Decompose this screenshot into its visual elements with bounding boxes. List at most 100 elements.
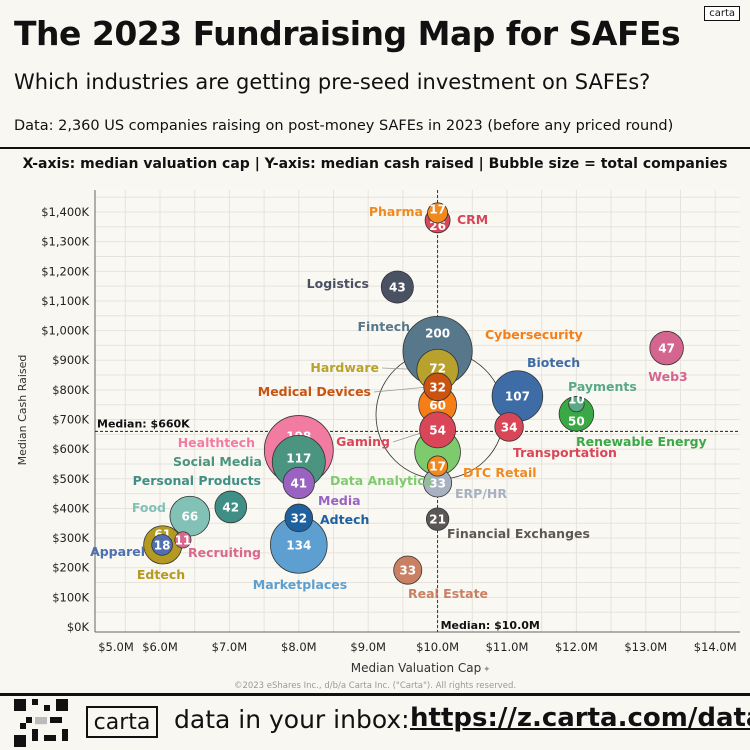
bubble-count: 11 <box>175 533 192 547</box>
y-tick-label: $1,100K <box>41 294 89 308</box>
bubble-label: Personal Products <box>133 473 261 488</box>
bubble-label: Recruiting <box>188 545 261 560</box>
bubble-count: 17 <box>429 202 446 216</box>
bubble <box>174 531 192 549</box>
y-tick-label: $700K <box>52 413 89 427</box>
bubble-label: Cybersecurity <box>485 327 583 342</box>
divider <box>0 147 750 149</box>
x-tick-label: $5.0M <box>98 640 134 654</box>
bubble-label: Social Media <box>173 454 262 469</box>
bubble-label: Biotech <box>527 355 580 370</box>
carta-logo: carta <box>86 706 158 738</box>
bubble-label: Healthtech <box>178 435 255 450</box>
bubble-label: Gaming <box>336 434 390 449</box>
bubble <box>649 330 684 366</box>
bubble-label: Adtech <box>320 512 369 527</box>
bubble <box>427 455 449 477</box>
y-tick-label: $800K <box>52 383 89 397</box>
bubble-labels: Fintech Healthtech Marketplaces Social Medi… <box>90 204 707 601</box>
bubble <box>380 270 414 304</box>
x-tick-label: $7.0M <box>212 640 248 654</box>
bubble-count: 33 <box>399 564 416 578</box>
bubble-count: 32 <box>290 511 307 525</box>
y-axis-label: Median Cash Raised <box>16 355 29 466</box>
bubble-label: Renewable Energy <box>576 434 707 449</box>
bubble <box>151 534 173 556</box>
y-tick-label: $200K <box>52 561 89 575</box>
median-x-label: Median: $10.0M <box>441 619 540 632</box>
bubble-label: Web3 <box>648 369 687 384</box>
pin-icon: ✦ <box>483 665 491 675</box>
bubble-count: 134 <box>286 538 311 552</box>
bubble-count: 117 <box>286 451 311 465</box>
bubble-label: Logistics <box>307 276 369 291</box>
bubble-count: 42 <box>222 500 239 514</box>
x-tick-label: $10.0M <box>416 640 459 654</box>
bubble <box>427 202 449 224</box>
leader-line <box>373 386 429 393</box>
bubble-count: 21 <box>429 513 446 527</box>
bubble-chart: $0K $100K $200K $300K $400K $500K $600K $700K $8… <box>16 190 740 675</box>
bubble-label: Media <box>318 493 361 508</box>
y-tick-label: $900K <box>52 353 89 367</box>
bubble-label: Payments <box>568 379 637 394</box>
bubble-count: 72 <box>429 362 446 376</box>
y-tick-label: $600K <box>52 442 89 456</box>
bubble <box>425 507 450 531</box>
bubble-label: Medical Devices <box>258 384 371 399</box>
bubble-count: 18 <box>154 538 171 552</box>
bubble-label: CRM <box>457 212 488 227</box>
y-tick-label: $400K <box>52 501 89 515</box>
x-tick-label: $9.0M <box>350 640 386 654</box>
bubble <box>494 412 524 442</box>
x-tick-label: $6.0M <box>142 640 178 654</box>
bubble-count: 66 <box>181 510 198 524</box>
bubbles: 2001981341171078772666160545047434241343… <box>143 202 684 585</box>
copyright: ©2023 eShares Inc., d/b/a Carta Inc. ("C… <box>233 681 517 691</box>
data-note: Data: 2,360 US companies raising on post… <box>14 118 674 134</box>
carta-brand-tag: carta <box>704 6 740 21</box>
bubble <box>284 503 314 533</box>
bubble-label: Data Analytics <box>330 473 432 488</box>
bubble <box>393 555 423 585</box>
bubble-label: Financial Exchanges <box>447 526 590 541</box>
bubble-count: 200 <box>425 327 450 341</box>
y-tick-label: $1,300K <box>41 235 89 249</box>
y-tick-label: $1,400K <box>41 205 89 219</box>
bubble <box>419 411 457 449</box>
bubble-count: 107 <box>505 390 530 404</box>
y-tick-label: $0K <box>67 620 90 634</box>
y-tick-label: $300K <box>52 531 89 545</box>
bubble-count: 43 <box>389 281 406 295</box>
bubble-count: 54 <box>429 423 446 437</box>
x-tick-label: $8.0M <box>281 640 317 654</box>
page-subtitle: Which industries are getting pre-seed in… <box>14 70 651 94</box>
axis-description: X-axis: median valuation cap | Y-axis: m… <box>22 156 728 172</box>
bubble-label: DTC Retail <box>463 465 537 480</box>
leader-line <box>392 431 425 443</box>
y-tick-label: $1,200K <box>41 264 89 278</box>
bubble <box>568 395 585 413</box>
bubble-label: Edtech <box>137 567 185 582</box>
qr-code-icon <box>14 699 68 747</box>
bubble-count: 10 <box>568 393 585 407</box>
bubble-count: 32 <box>429 380 446 394</box>
bubble-count: 41 <box>290 476 307 490</box>
bubble-count: 60 <box>429 398 446 412</box>
bubble-label: Real Estate <box>408 586 488 601</box>
bubble <box>214 490 248 524</box>
bubble-label: Food <box>132 500 166 515</box>
bubble-label: ERP/HR <box>455 486 507 501</box>
y-tick-label: $100K <box>52 590 89 604</box>
x-tick-label: $12.0M <box>555 640 598 654</box>
bubble-count: 47 <box>658 342 675 356</box>
bubble-label: Transportation <box>513 445 617 460</box>
newsletter-link[interactable]: https://z.carta.com/data <box>410 703 750 733</box>
x-tick-label: $14.0M <box>694 640 737 654</box>
bubble-count: 17 <box>429 460 446 474</box>
grid <box>95 190 740 632</box>
median-y-label: Median: $660K <box>97 417 190 430</box>
y-tick-label: $500K <box>52 472 89 486</box>
plot-area <box>95 190 740 632</box>
bubble <box>423 372 452 402</box>
